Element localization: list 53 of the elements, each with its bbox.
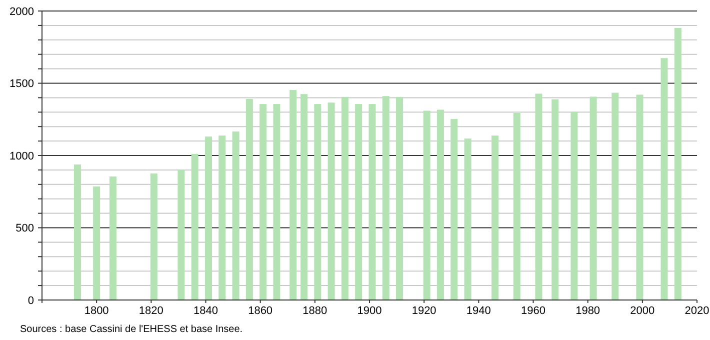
bar [150,173,158,300]
bar [436,110,444,300]
source-note: Sources : base Cassini de l'EHESS et base Insee. [20,324,243,335]
bar [178,170,185,300]
bar [382,96,390,300]
y-tick-label: 1000 [10,150,34,162]
bar [396,96,404,300]
bar [314,104,322,300]
bar [535,94,542,300]
bar [232,132,240,300]
bar [109,176,116,300]
bar [674,28,682,300]
x-tick-label: 1920 [412,305,436,317]
bar [450,118,458,300]
x-tick-label: 1980 [576,305,600,317]
bar [423,110,430,300]
y-tick-label: 0 [28,294,34,307]
bar [74,164,81,300]
bar [590,96,597,300]
bar [552,99,559,300]
bar [273,104,280,300]
bar [660,58,668,300]
x-tick-label: 1880 [302,305,328,317]
bar [260,104,267,300]
bar [328,102,335,300]
bar [300,94,308,300]
bar [513,113,520,300]
bar [612,92,619,300]
x-tick-label: 1860 [248,305,273,317]
bar [570,112,578,300]
bar [204,136,212,300]
x-tick-label: 1800 [84,305,109,317]
x-tick-label: 1820 [138,305,164,317]
y-tick-label: 2000 [10,6,34,18]
x-tick-label: 1940 [466,305,491,317]
y-tick-label: 500 [16,222,34,235]
bar [341,96,348,300]
bar [290,90,297,300]
bar [355,104,362,300]
bar [464,138,472,300]
x-tick-label: 1900 [357,305,382,317]
bar [636,94,644,300]
x-tick-label: 1960 [521,305,546,317]
x-tick-label: 2000 [630,305,655,317]
bar [492,136,499,300]
bar [93,186,100,300]
bar [246,99,253,300]
x-tick-label: 2020 [684,305,710,317]
x-tick-label: 1840 [194,305,218,317]
y-tick-label: 1500 [10,78,34,90]
bar [368,104,376,300]
bar [218,136,226,300]
bar [191,154,198,300]
